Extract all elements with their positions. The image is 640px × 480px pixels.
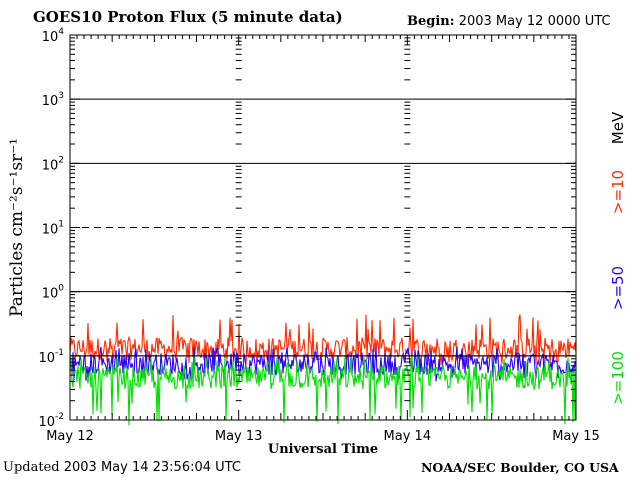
begin-label: Begin: — [407, 14, 455, 29]
updated-value: 2003 May 14 23:56:04 UTC — [63, 460, 241, 475]
legend-unit: MeV — [609, 111, 627, 144]
y-tick-label: 102 — [42, 155, 64, 173]
y-tick-label: 101 — [42, 220, 64, 238]
y-axis-label: Particles cm⁻²s⁻¹sr⁻¹ — [7, 138, 27, 317]
y-tick-label: 104 — [42, 27, 65, 45]
legend-gt10: >=10 — [609, 170, 627, 214]
x-tick-label: May 12 — [46, 429, 94, 444]
credit-text: NOAA/SEC Boulder, CO USA — [421, 460, 619, 475]
begin-value: 2003 May 12 0000 UTC — [458, 14, 611, 29]
chart-title: GOES10 Proton Flux (5 minute data) — [33, 8, 343, 26]
x-tick-label: May 13 — [215, 429, 263, 444]
updated-timestamp: Updated 2003 May 14 23:56:04 UTC — [3, 460, 241, 475]
y-tick-label: 10-2 — [38, 412, 64, 430]
x-axis-label: Universal Time — [268, 442, 378, 457]
x-tick-label: May 14 — [384, 429, 432, 444]
y-tick-label: 10-1 — [38, 348, 64, 366]
legend-gt50: >=50 — [609, 266, 627, 310]
updated-label: Updated — [3, 460, 60, 475]
series-line-gt100 — [69, 355, 577, 426]
begin-timestamp: Begin: 2003 May 12 0000 UTC — [407, 14, 611, 29]
series-line-gt10 — [69, 314, 577, 366]
y-tick-label: 100 — [42, 284, 65, 302]
y-tick-label: 103 — [42, 91, 64, 109]
legend-gt100: >=100 — [609, 351, 627, 405]
x-tick-label: May 15 — [552, 429, 600, 444]
